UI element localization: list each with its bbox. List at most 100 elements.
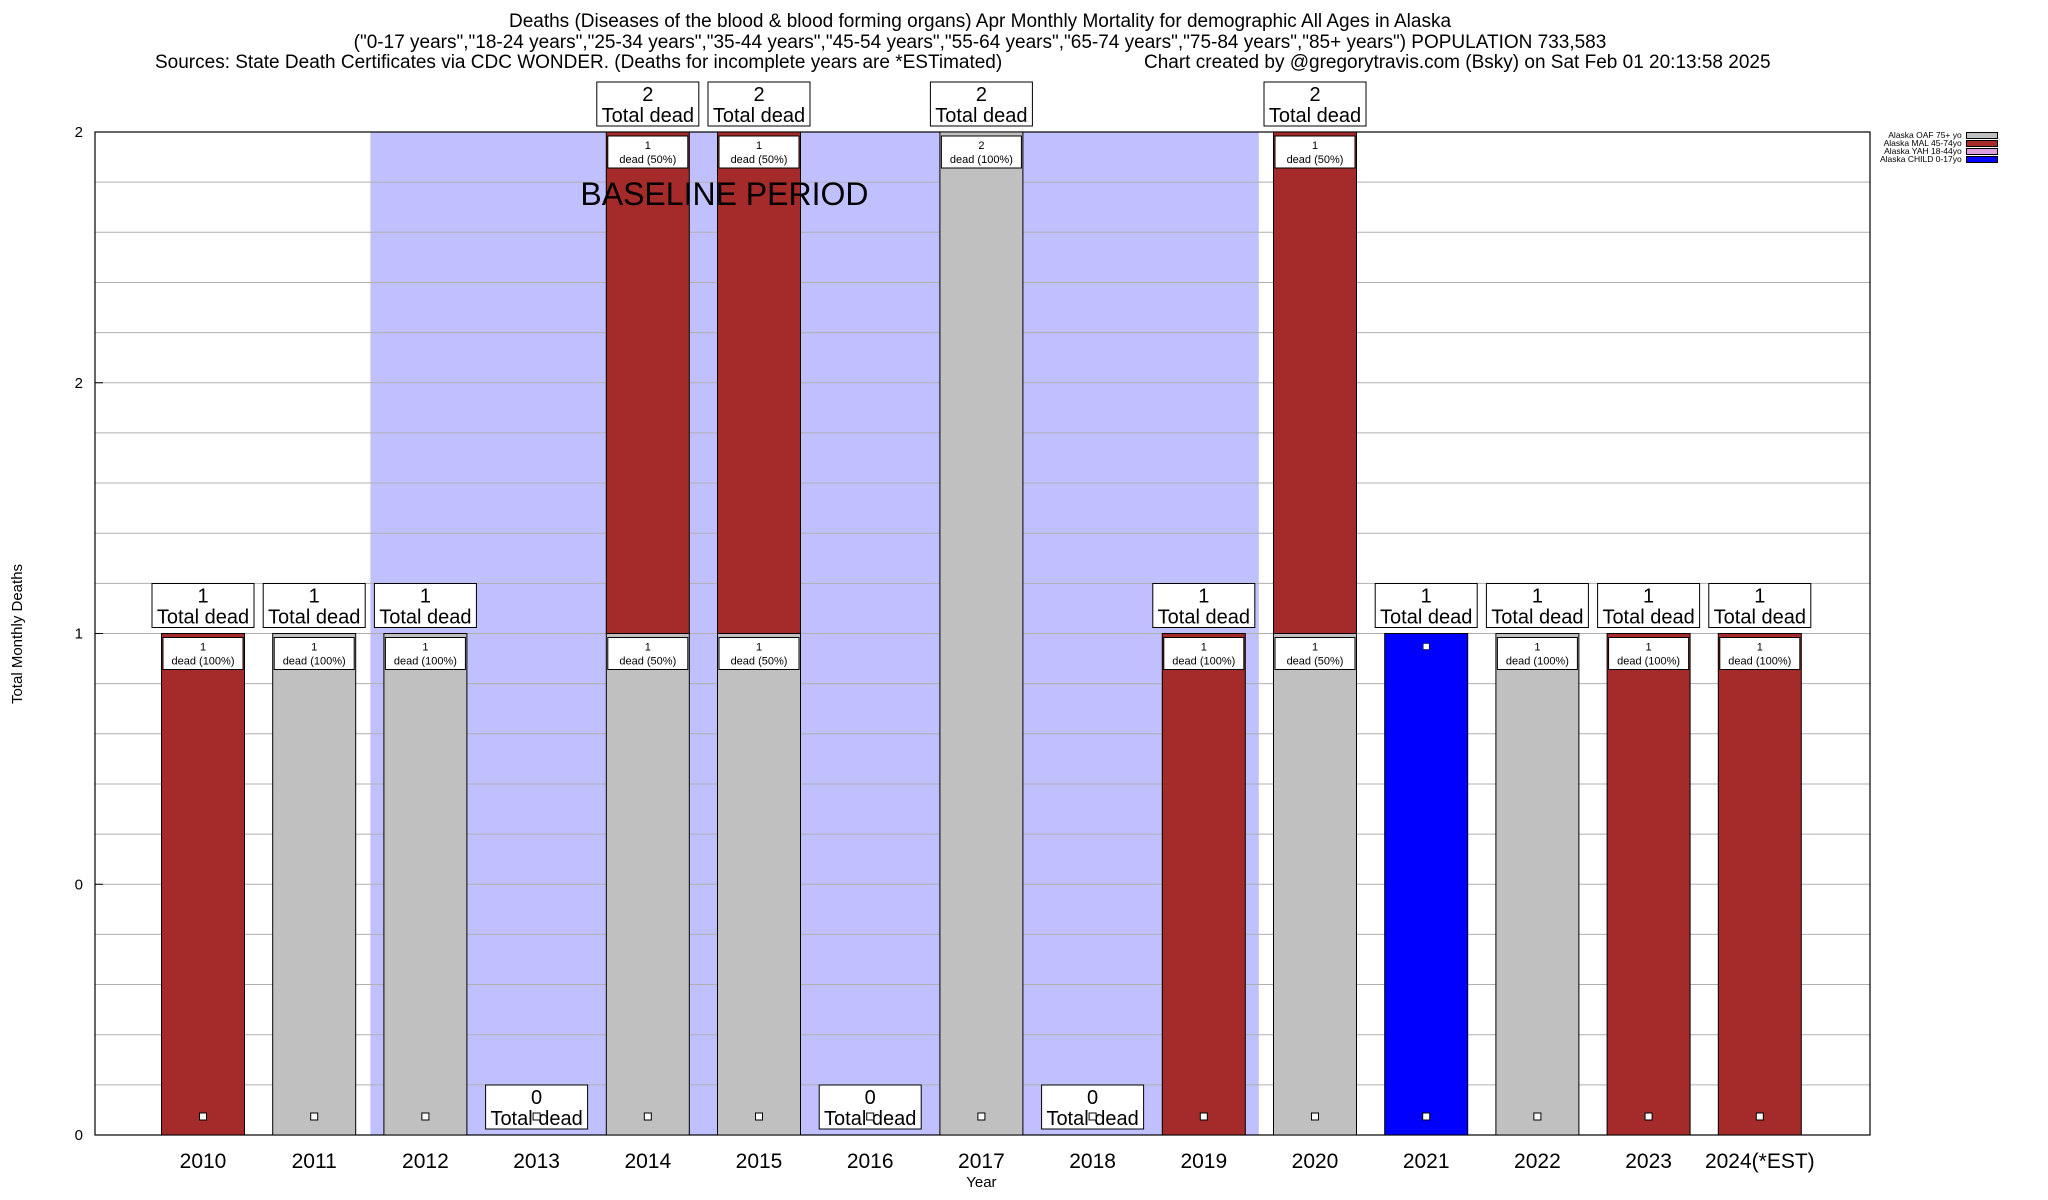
- segment-label-count: 1: [645, 642, 651, 654]
- bar-segment: [272, 633, 357, 1136]
- segment-label-pct: dead (100%): [950, 154, 1013, 166]
- x-tick-label: 2023: [1625, 1150, 1672, 1173]
- total-label-text: Total dead: [935, 105, 1027, 127]
- total-label-count: 2: [642, 84, 653, 106]
- x-tick-marker: [1199, 1112, 1208, 1121]
- segment-label-box: [940, 135, 1022, 169]
- total-label-box: [1597, 583, 1701, 628]
- x-tick-marker: [977, 1112, 986, 1121]
- legend-swatch: [1965, 147, 1998, 155]
- segment-label-box: [1163, 637, 1245, 670]
- segment-label-count: 1: [1646, 642, 1652, 654]
- total-label-box: [373, 583, 477, 628]
- x-tick-marker: [866, 1112, 875, 1121]
- x-tick-marker: [1088, 1112, 1097, 1121]
- bar-segment: [1606, 633, 1691, 1136]
- segment-label-box: [162, 637, 244, 670]
- bar-segment: [717, 131, 801, 634]
- total-label-box: [485, 1084, 589, 1130]
- segment-label-box: [1274, 637, 1356, 670]
- total-label-count: 1: [1421, 586, 1432, 608]
- x-tick-label: 2016: [847, 1150, 894, 1173]
- x-axis-title: Year: [966, 1174, 996, 1191]
- segment-label-count: 1: [311, 642, 317, 654]
- total-label-count: 2: [753, 84, 764, 106]
- segment-label-pct: dead (100%): [1506, 656, 1569, 668]
- total-label-box: [1263, 81, 1367, 127]
- x-tick-marker: [1422, 1112, 1431, 1121]
- segment-label-box: [384, 637, 466, 670]
- chart-credit: Chart created by @gregorytravis.com (Bsk…: [1144, 52, 1771, 73]
- chart-legend: Alaska OAF 75+ yo Alaska MAL 45-74yo Ala…: [1880, 131, 1998, 163]
- segment-label-count: 1: [756, 140, 762, 152]
- total-label-text: Total dead: [268, 607, 360, 629]
- x-tick-marker: [421, 1112, 430, 1121]
- segment-label-box: [1608, 637, 1690, 670]
- total-label-count: 1: [1754, 586, 1765, 608]
- segment-label-box: [273, 637, 355, 670]
- x-tick-marker: [1311, 1112, 1319, 1121]
- segment-label-pct: dead (100%): [172, 656, 235, 668]
- bar-segment: [605, 131, 690, 634]
- legend-label: Alaska CHILD 0-17yo: [1880, 154, 1962, 164]
- total-label-box: [929, 81, 1033, 127]
- x-tick-label: 2013: [513, 1150, 560, 1173]
- legend-label: Alaska YAH 18-44yo: [1884, 146, 1962, 156]
- total-label-box: [1485, 583, 1589, 628]
- chart-title: Deaths (Diseases of the blood & blood fo…: [508, 11, 1452, 32]
- x-tick-label: 2021: [1403, 1150, 1450, 1173]
- segment-label-count: 1: [1201, 642, 1207, 654]
- x-tick-label: 2020: [1292, 1150, 1339, 1173]
- x-tick-label: 2012: [402, 1150, 449, 1173]
- bar-segment: [1717, 633, 1802, 1136]
- total-label-box: [151, 583, 255, 628]
- x-tick-label: 2024(*EST): [1705, 1150, 1815, 1173]
- total-label-text: Total dead: [713, 105, 805, 127]
- y-tick-label: 0: [75, 1127, 83, 1144]
- total-label-box: [1041, 1084, 1145, 1130]
- x-tick-label: 2018: [1069, 1150, 1116, 1173]
- x-tick-marker: [1644, 1112, 1653, 1121]
- total-label-count: 1: [1643, 586, 1654, 608]
- total-label-box: [818, 1084, 922, 1130]
- total-label-count: 1: [1532, 586, 1543, 608]
- total-label-text: Total dead: [1158, 607, 1250, 629]
- segment-label-pct: dead (50%): [619, 656, 676, 668]
- segment-label-pct: dead (100%): [1617, 656, 1680, 668]
- segment-label-count: 1: [1312, 140, 1318, 152]
- x-tick-label: 2011: [292, 1150, 337, 1173]
- legend-label: Alaska MAL 45-74yo: [1883, 138, 1962, 148]
- x-tick-marker: [1755, 1112, 1764, 1121]
- bar-segment: [1384, 633, 1469, 1136]
- segment-label-pct: dead (100%): [1172, 656, 1235, 668]
- total-label-text: Total dead: [1602, 607, 1694, 629]
- y-axis-title: Total Monthly Deaths: [9, 564, 26, 704]
- x-tick-label: 2015: [736, 1150, 783, 1173]
- chart-subtitle-age-groups: ("0-17 years","18-24 years","25-34 years…: [353, 32, 1607, 53]
- total-label-box: [262, 583, 366, 628]
- segment-label-pct: dead (50%): [619, 154, 676, 166]
- segment-label-pct: dead (50%): [731, 154, 788, 166]
- x-tick-label: 2014: [624, 1150, 671, 1173]
- bar-segment: [383, 633, 468, 1136]
- x-tick-label: 2017: [958, 1150, 1005, 1173]
- total-label-count: 1: [1198, 586, 1209, 608]
- y-tick-label: 0: [75, 876, 83, 893]
- segment-label-count: 1: [1312, 642, 1318, 654]
- segment-label-count: 1: [1534, 642, 1540, 654]
- legend-swatch: [1965, 131, 1998, 139]
- bar-segment: [717, 633, 801, 1136]
- segment-label-count: 1: [1757, 642, 1763, 654]
- total-label-box: [1152, 583, 1256, 628]
- total-label-text: Total dead: [157, 607, 249, 629]
- total-label-box: [1708, 583, 1812, 628]
- segment-label-count: 2: [978, 140, 984, 152]
- segment-label-box: [607, 637, 689, 670]
- segment-label-box: [718, 135, 800, 169]
- y-tick-label: 2: [75, 375, 83, 392]
- legend-swatch: [1965, 155, 1998, 163]
- legend-item-oaf: Alaska OAF 75+ yo: [1880, 131, 1998, 139]
- legend-item-child: Alaska CHILD 0-17yo: [1880, 155, 1998, 163]
- segment-label-count: 1: [645, 140, 651, 152]
